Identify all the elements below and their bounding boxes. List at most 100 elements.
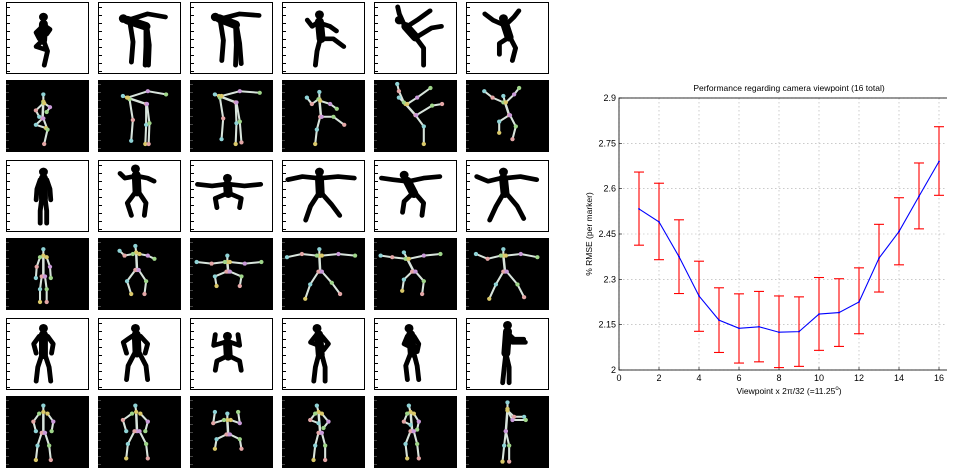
skeleton-joint [510,417,515,423]
tile-axis-tick [99,181,102,182]
skeleton-joint [498,253,504,258]
skeleton-joint [421,141,426,147]
silhouette-limb [403,350,414,382]
tile-axis-tick [374,116,377,117]
silhouette-figure [118,11,168,68]
x-tick-label: 8 [776,373,781,383]
tile-axis-tick [7,221,10,222]
tile-axis-tick [99,229,102,230]
tile-axis-tick [283,71,286,72]
skeleton-joint [47,105,53,110]
silhouette-figure [285,167,357,223]
tile-axis-tick [191,181,194,182]
skeleton-joint [497,119,502,124]
tile-axis-tick [467,229,470,230]
tile-axis-tick [375,165,378,166]
skeleton-joint [44,299,49,305]
skeleton-joint [313,141,318,147]
chart-svg: Performance regarding camera viewpoint (… [584,83,947,396]
skeleton-joint [428,85,433,91]
tile-axis-tick [467,23,470,24]
skeleton-joint [138,411,143,416]
tile-axis-tick [467,55,470,56]
skeleton-joint [42,141,47,147]
skeleton-joint [408,422,413,427]
tile-axis-tick [374,282,377,283]
tile-axis-tick [99,213,102,214]
tile-axis-tick [191,173,194,174]
tile-axis-tick [98,290,101,291]
tile-axis-tick [190,400,193,401]
skeleton-joint [224,269,229,274]
tile-axis-tick [190,100,193,101]
series-point [858,301,860,303]
tile-axis-tick [282,108,285,109]
skeleton-joint [331,114,336,119]
tile-axis-tick [283,371,286,372]
silhouette-head [399,170,409,180]
tile-axis-tick [190,464,193,465]
tile-axis-tick [283,347,286,348]
tile-axis-tick [98,116,101,117]
tile-axis-tick [466,424,469,425]
silhouette-figure [33,12,53,68]
tile-axis-tick [191,197,194,198]
tile-axis-tick [191,355,194,356]
silhouette-limb [311,352,322,384]
tile-axis-tick [190,306,193,307]
tile-axis-tick [375,7,378,8]
tile-axis-tick [6,242,9,243]
silhouette-head [130,164,140,174]
series-point [798,330,800,333]
tile-axis-tick [7,55,10,56]
tile-axis-tick [98,266,101,267]
tile-axis-tick [282,92,285,93]
tile-axis-tick [6,440,9,441]
silhouette-head [210,12,220,22]
silhouette-head [314,10,324,19]
silhouette-tile [6,160,89,232]
tile-axis-tick [98,432,101,433]
silhouette-limb [41,38,50,68]
skeleton-joint [221,417,227,423]
skeleton-joint [413,269,418,274]
silhouette-figure [379,170,443,218]
tile-axis-tick [6,400,9,401]
skeleton-joint [411,429,416,434]
silhouette-limb [413,34,427,68]
skeleton-joint [318,98,323,103]
skeleton-limb [228,433,243,450]
tile-axis-tick [466,84,469,85]
tile-axis-tick [98,258,101,259]
tile-axis-tick [282,424,285,425]
skeleton-joint [142,291,147,297]
tile-axis-tick [375,23,378,24]
series-point [678,255,680,258]
tile-axis-tick [467,15,470,16]
tile-axis-tick [98,124,101,125]
series-point [718,319,720,322]
skeleton-joint [145,456,150,461]
skeleton-joint [133,403,138,408]
skeleton-figure [401,403,421,461]
tile-axis-tick [467,39,470,40]
x-tick-label: 12 [854,373,864,383]
series-point [838,311,840,314]
silhouette-limb [413,24,444,40]
tile-axis-tick [190,124,193,125]
tile-axis-tick [467,355,470,356]
tile-axis-tick [6,432,9,433]
skeleton-joint [146,141,151,147]
skeleton-tile [466,80,549,152]
series-line [638,160,940,334]
skeleton-joint [507,459,512,464]
tile-axis-tick [98,84,101,85]
skeleton-limb [213,270,228,287]
tile-axis-tick [191,347,194,348]
skeleton-limb [406,87,432,105]
skeleton-joint [34,264,39,269]
tile-axis-tick [7,47,10,48]
silhouette-figure [211,331,244,373]
skeleton-joint [421,279,426,284]
skeleton-joint [334,106,339,111]
